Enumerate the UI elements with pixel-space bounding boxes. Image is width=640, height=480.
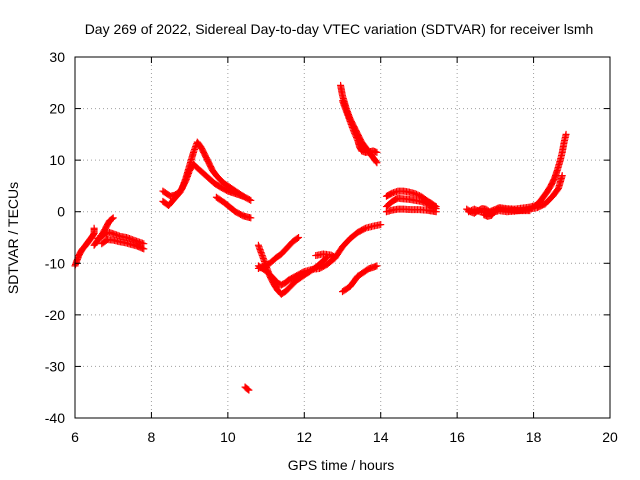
data-point	[247, 196, 255, 204]
data-point	[245, 386, 253, 394]
x-tick-label: 20	[602, 429, 618, 445]
grid-lines	[75, 57, 610, 418]
data-point	[244, 385, 252, 393]
data-point	[377, 221, 385, 229]
data-point	[562, 130, 570, 138]
series-arc-6	[159, 160, 247, 210]
data-point	[330, 252, 338, 260]
y-tick-label: -40	[45, 410, 65, 426]
data-point	[140, 245, 148, 253]
data-point	[109, 214, 117, 222]
data-point	[558, 172, 566, 180]
data-point	[331, 253, 339, 261]
x-tick-label: 8	[148, 429, 156, 445]
series-arc-18	[382, 205, 440, 216]
series-arc-15	[339, 97, 381, 156]
data-point	[246, 196, 254, 204]
x-tick-label: 12	[296, 429, 312, 445]
y-tick-label: -30	[45, 358, 65, 374]
y-tick-label: 0	[57, 204, 65, 220]
series-arc-4	[98, 236, 148, 253]
chart-title: Day 269 of 2022, Sidereal Day-to-day VTE…	[85, 21, 594, 37]
data-point	[239, 192, 247, 200]
data-point	[373, 262, 381, 270]
data-point	[432, 208, 440, 216]
data-point	[526, 207, 534, 215]
data-point	[295, 234, 303, 241]
series-arc-19	[463, 130, 570, 217]
series-arc-17	[382, 194, 440, 213]
y-tick-label: -10	[45, 255, 65, 271]
series-arc-7	[212, 193, 255, 222]
data-point	[90, 224, 98, 232]
x-tick-label: 10	[220, 429, 236, 445]
x-tick-label: 6	[71, 429, 79, 445]
series-arc-12	[312, 250, 339, 261]
y-tick-label: -20	[45, 307, 65, 323]
x-tick-label: 18	[526, 429, 542, 445]
series-arc-10	[254, 221, 385, 289]
tick-labels: 6 8 10 12 14 16 18 20 -40 -30 -20 -10 0 10 20 30	[45, 49, 618, 445]
data-point	[108, 215, 116, 223]
x-tick-label: 16	[449, 429, 465, 445]
series-arc-8	[241, 383, 253, 394]
series-arc-1	[71, 224, 98, 270]
x-axis-label: GPS time / hours	[288, 457, 395, 473]
y-tick-label: 20	[49, 101, 65, 117]
y-tick-label: 10	[49, 152, 65, 168]
x-tick-label: 14	[373, 429, 389, 445]
series-arc-11	[254, 234, 303, 272]
data-point	[372, 158, 380, 166]
data-point	[373, 148, 381, 156]
data-points	[71, 81, 570, 394]
plot-frame	[74, 56, 611, 419]
data-point	[293, 234, 301, 242]
series-arc-21	[480, 205, 534, 220]
y-axis-label: SDTVAR / TECUs	[5, 182, 21, 294]
data-point	[247, 214, 255, 222]
y-tick-label: 30	[49, 49, 65, 65]
series-arc-13	[339, 262, 381, 296]
axis-ticks	[74, 56, 611, 419]
data-point	[373, 159, 381, 167]
